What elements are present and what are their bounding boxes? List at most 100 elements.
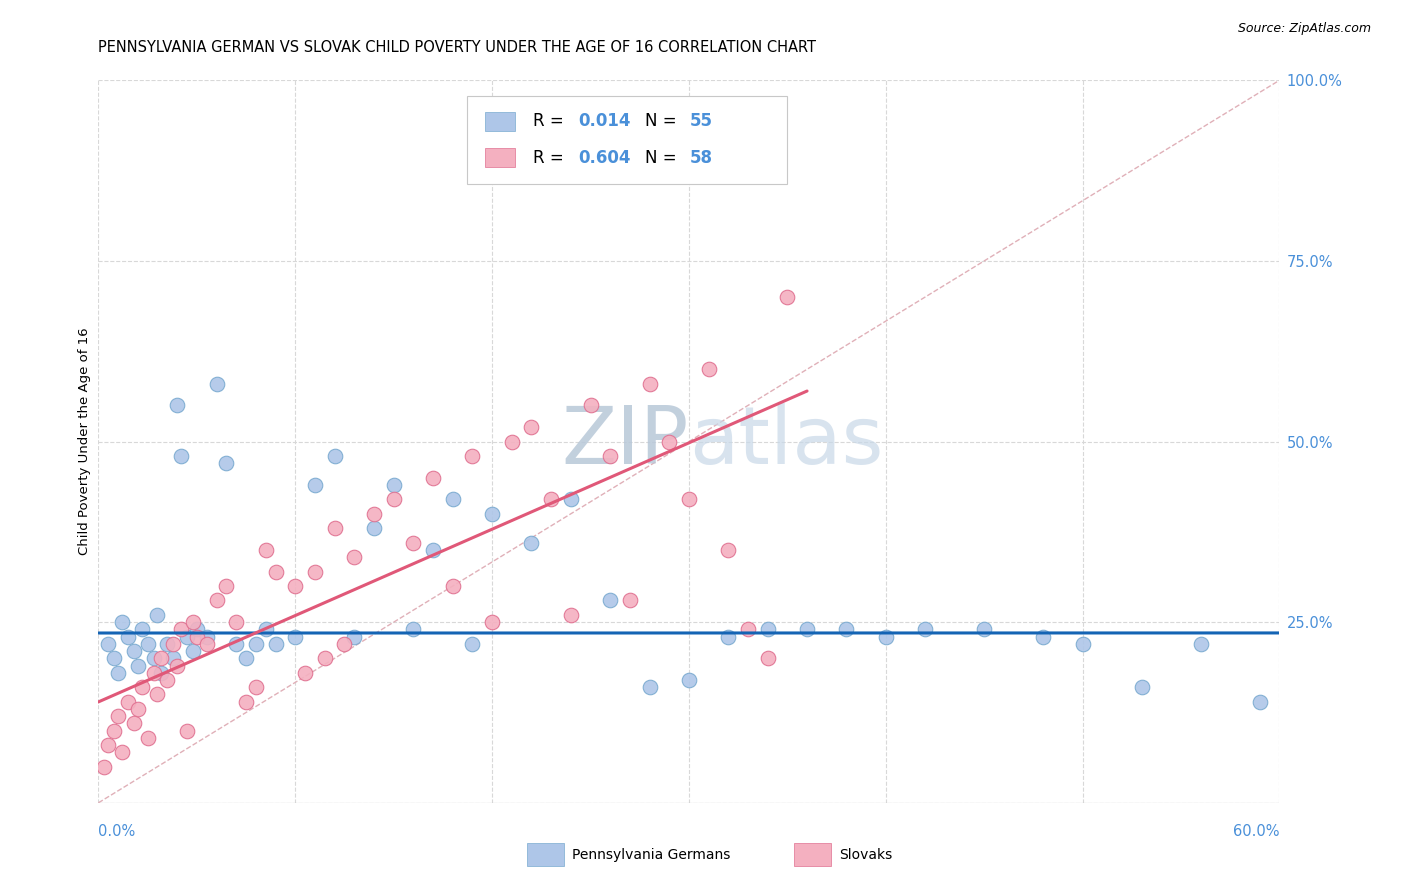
Point: [756, 651, 779, 665]
Point: [343, 630, 366, 644]
Point: [973, 623, 995, 637]
Point: [122, 716, 145, 731]
Text: 55: 55: [690, 112, 713, 130]
Point: [150, 651, 173, 665]
Y-axis label: Child Poverty Under the Age of 16: Child Poverty Under the Age of 16: [79, 327, 91, 556]
Point: [363, 507, 385, 521]
Text: R =: R =: [533, 149, 569, 167]
Point: [638, 680, 661, 694]
Point: [737, 623, 759, 637]
Point: [520, 535, 543, 549]
Point: [205, 593, 228, 607]
Point: [501, 434, 523, 449]
Point: [333, 637, 356, 651]
Text: Slovaks: Slovaks: [839, 847, 893, 862]
Text: 0.0%: 0.0%: [98, 824, 135, 839]
Point: [264, 637, 287, 651]
Point: [422, 542, 444, 557]
Point: [835, 623, 858, 637]
Text: N =: N =: [645, 112, 682, 130]
Point: [176, 723, 198, 738]
Point: [162, 637, 184, 651]
Point: [294, 665, 316, 680]
Text: PENNSYLVANIA GERMAN VS SLOVAK CHILD POVERTY UNDER THE AGE OF 16 CORRELATION CHAR: PENNSYLVANIA GERMAN VS SLOVAK CHILD POVE…: [98, 40, 817, 55]
Point: [382, 492, 405, 507]
Point: [579, 398, 602, 412]
Point: [146, 607, 169, 622]
Point: [195, 637, 218, 651]
Point: [422, 470, 444, 484]
Point: [127, 658, 149, 673]
Point: [93, 760, 115, 774]
Point: [235, 651, 257, 665]
Point: [117, 630, 139, 644]
Point: [461, 637, 484, 651]
Point: [166, 398, 188, 412]
Point: [225, 637, 247, 651]
Point: [481, 507, 503, 521]
Point: [304, 565, 326, 579]
Point: [599, 593, 621, 607]
Point: [136, 731, 159, 745]
Point: [323, 521, 346, 535]
Point: [107, 709, 129, 723]
Point: [111, 615, 134, 630]
Point: [481, 615, 503, 630]
Point: [697, 362, 720, 376]
Point: [205, 376, 228, 391]
Point: [142, 665, 165, 680]
Text: 0.604: 0.604: [578, 149, 630, 167]
Point: [304, 478, 326, 492]
Point: [215, 456, 238, 470]
Point: [284, 579, 307, 593]
Text: 60.0%: 60.0%: [1233, 824, 1279, 839]
Point: [717, 630, 740, 644]
Point: [284, 630, 307, 644]
Point: [314, 651, 336, 665]
Point: [166, 658, 188, 673]
Point: [97, 637, 120, 651]
Point: [97, 738, 120, 752]
Point: [111, 745, 134, 759]
Point: [103, 651, 125, 665]
Point: [1189, 637, 1212, 651]
Point: [441, 579, 464, 593]
Point: [1071, 637, 1094, 651]
Point: [658, 434, 681, 449]
Point: [142, 651, 165, 665]
Point: [875, 630, 897, 644]
Point: [127, 702, 149, 716]
Point: [1130, 680, 1153, 694]
Point: [215, 579, 238, 593]
Point: [136, 637, 159, 651]
Point: [122, 644, 145, 658]
Point: [162, 651, 184, 665]
Point: [103, 723, 125, 738]
Point: [678, 673, 700, 687]
Point: [245, 637, 267, 651]
FancyBboxPatch shape: [485, 148, 516, 167]
Point: [150, 665, 173, 680]
Text: 58: 58: [690, 149, 713, 167]
Point: [678, 492, 700, 507]
Point: [1032, 630, 1054, 644]
Point: [382, 478, 405, 492]
Point: [131, 680, 153, 694]
Point: [146, 687, 169, 701]
Point: [156, 673, 179, 687]
Point: [156, 637, 179, 651]
Point: [195, 630, 218, 644]
Point: [796, 623, 818, 637]
Point: [264, 565, 287, 579]
Point: [1249, 695, 1271, 709]
Point: [107, 665, 129, 680]
Point: [254, 542, 277, 557]
Point: [776, 290, 799, 304]
Text: ZIP: ZIP: [561, 402, 689, 481]
Point: [914, 623, 936, 637]
Point: [619, 593, 641, 607]
Text: N =: N =: [645, 149, 682, 167]
FancyBboxPatch shape: [485, 112, 516, 131]
Point: [560, 607, 582, 622]
Point: [176, 630, 198, 644]
